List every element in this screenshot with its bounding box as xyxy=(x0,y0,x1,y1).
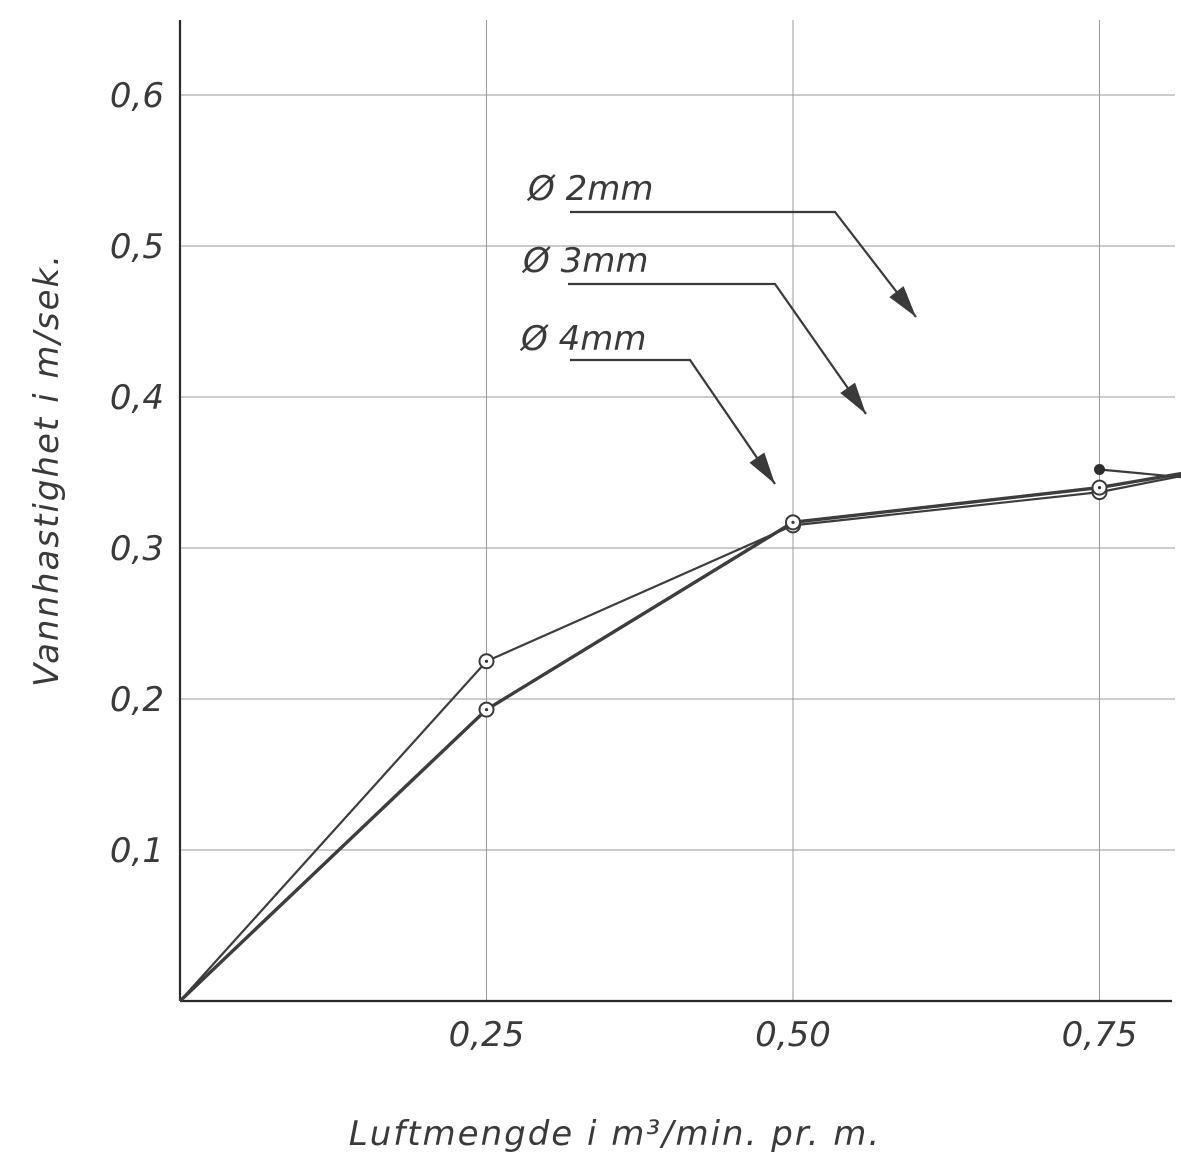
y-tick-label: 0,5 xyxy=(110,227,164,267)
annotation-label: Ø 2mm xyxy=(526,169,653,209)
annotation-label: Ø 4mm xyxy=(519,319,646,359)
annotations: Ø 2mm Ø 3mm Ø 4mm xyxy=(519,169,917,485)
series-2 xyxy=(178,471,1181,1003)
series xyxy=(178,463,1181,1003)
leader-line xyxy=(568,282,867,415)
arrowhead-icon xyxy=(889,286,916,317)
annotation-label: Ø 3mm xyxy=(521,241,648,281)
series-annotation-3: Ø 4mm xyxy=(519,319,776,485)
y-axis-title: Vannhastighet i m/sek. xyxy=(27,253,67,687)
series-annotation-2: Ø 3mm xyxy=(521,241,867,415)
x-tick-label: 0,50 xyxy=(755,1015,831,1055)
series-1 xyxy=(179,474,1181,1002)
y-tick-label: 0,3 xyxy=(110,529,164,569)
leader-line xyxy=(570,358,776,485)
series-line xyxy=(179,474,1181,1002)
series-line xyxy=(178,471,1181,1003)
leader-line xyxy=(570,210,917,318)
data-point-center xyxy=(484,659,489,663)
arrowhead-icon xyxy=(749,452,775,484)
axes xyxy=(178,20,1172,1003)
x-axis-title: Luftmengde i m³/min. pr. m. xyxy=(349,1114,881,1154)
y-tick-label: 0,1 xyxy=(110,831,164,871)
series-annotation-1: Ø 2mm xyxy=(526,169,917,318)
x-tick-label: 0,25 xyxy=(449,1015,525,1055)
y-tick-label: 0,6 xyxy=(110,76,164,116)
data-point-center xyxy=(1097,486,1102,490)
tick-labels: 0,250,500,751,001,251,500,10,20,30,40,50… xyxy=(110,76,1138,1055)
x-tick-label: 0,75 xyxy=(1062,1015,1138,1055)
grid xyxy=(180,20,1175,1001)
y-tick-label: 0,4 xyxy=(110,378,164,418)
series-3 xyxy=(1094,463,1181,479)
data-point xyxy=(1094,463,1105,475)
arrowhead-icon xyxy=(840,382,866,414)
y-tick-label: 0,2 xyxy=(110,680,164,720)
data-point-center xyxy=(791,520,795,524)
data-point-center xyxy=(484,707,489,712)
